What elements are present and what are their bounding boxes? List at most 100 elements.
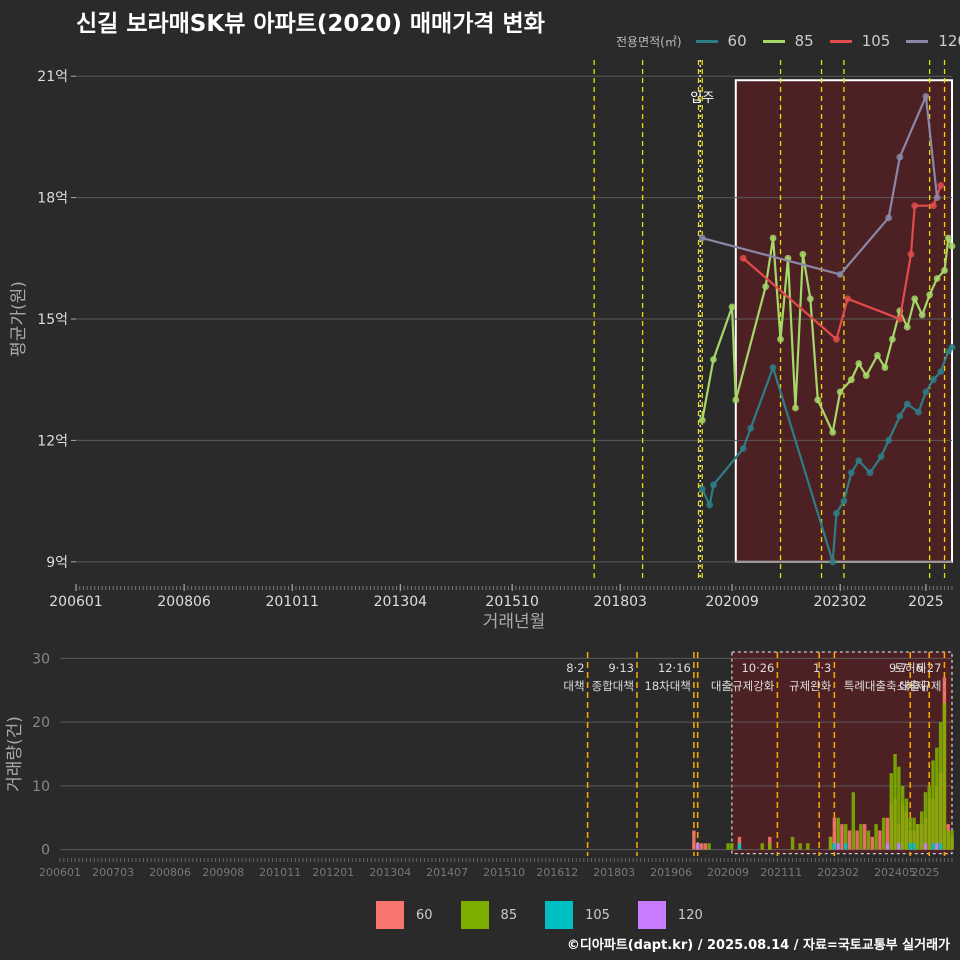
volume-bar-85 bbox=[874, 824, 878, 850]
bar-x-tick-label: 200908 bbox=[202, 866, 244, 879]
bar-legend-swatch-120 bbox=[637, 901, 666, 929]
volume-bar-85 bbox=[938, 722, 943, 850]
bar-y-axis-label: 거래량(건) bbox=[5, 716, 25, 792]
bar-y-tick-label: 30 bbox=[32, 651, 50, 667]
data-point-85 bbox=[855, 360, 863, 367]
data-point-85 bbox=[948, 242, 956, 250]
source-credit: ©디아파트(dapt.kr) / 2025.08.14 / 자료=국토교통부 실… bbox=[566, 938, 950, 953]
policy-name-label: 종합대책 bbox=[592, 679, 634, 693]
data-point-60 bbox=[877, 453, 885, 460]
policy-name-label: 규제완화 bbox=[789, 679, 832, 693]
bar-x-tick-label: 201510 bbox=[483, 866, 525, 879]
volume-bar-60 bbox=[870, 836, 874, 850]
volume-bar-85 bbox=[904, 798, 909, 850]
volume-bar-85 bbox=[828, 836, 833, 850]
data-point-120 bbox=[836, 271, 844, 278]
data-point-85 bbox=[933, 275, 941, 282]
policy-date-label: 6·27 bbox=[916, 661, 942, 675]
data-point-85 bbox=[836, 388, 844, 396]
volume-bar-85 bbox=[730, 843, 734, 850]
bar-x-tick-label: 201407 bbox=[426, 866, 468, 879]
bar-x-tick-label: 2025 bbox=[911, 866, 939, 879]
bar-legend-label-120: 120 bbox=[677, 907, 703, 923]
data-point-105 bbox=[937, 182, 945, 189]
bar-x-tick-label: 201906 bbox=[650, 866, 692, 879]
y-tick-label: 9억 bbox=[46, 555, 68, 571]
policy-name-label: 특례대출축소 bbox=[844, 679, 907, 693]
volume-bar-85 bbox=[900, 785, 905, 850]
volume-bar-60 bbox=[878, 830, 882, 850]
bar-legend-swatch-105 bbox=[545, 901, 574, 929]
data-point-105 bbox=[833, 335, 840, 343]
bar-x-tick-label: 201201 bbox=[312, 866, 354, 879]
volume-bar-105 bbox=[912, 843, 916, 850]
chart-title: 신길 보라매SK뷰 아파트(2020) 매매가격 변화 bbox=[76, 11, 545, 37]
x-tick-label: 201304 bbox=[374, 594, 428, 610]
data-point-60 bbox=[937, 368, 945, 376]
data-point-60 bbox=[698, 485, 706, 493]
data-point-120 bbox=[933, 194, 941, 201]
x-tick-label: 201011 bbox=[265, 594, 318, 610]
policy-name-label: 대책 bbox=[563, 679, 584, 693]
data-point-60 bbox=[747, 424, 755, 432]
data-point-85 bbox=[799, 250, 807, 258]
data-point-85 bbox=[728, 303, 736, 311]
data-point-60 bbox=[710, 481, 717, 489]
data-point-120 bbox=[922, 93, 930, 100]
x-tick-label: 200601 bbox=[49, 594, 102, 610]
move-in-annotation: 입주 bbox=[690, 91, 714, 106]
data-point-85 bbox=[881, 364, 889, 371]
volume-bar-85 bbox=[942, 703, 947, 850]
volume-bar-85 bbox=[912, 817, 916, 850]
bar-x-tick-label: 201011 bbox=[259, 866, 301, 879]
data-point-85 bbox=[777, 335, 784, 343]
x-tick-label: 201510 bbox=[485, 594, 538, 610]
volume-bar-85 bbox=[707, 843, 711, 850]
volume-bar-120 bbox=[935, 843, 939, 850]
x-tick-label: 200806 bbox=[157, 594, 211, 610]
policy-date-label: 토허제 bbox=[894, 661, 926, 675]
data-point-60 bbox=[829, 558, 837, 566]
data-point-105 bbox=[844, 295, 852, 303]
data-point-85 bbox=[814, 396, 822, 404]
volume-bar-105 bbox=[737, 843, 742, 850]
bar-x-tick-label: 201304 bbox=[369, 866, 411, 879]
legend-key-85 bbox=[762, 39, 785, 43]
x-tick-label: 2025 bbox=[908, 594, 944, 610]
policy-name-label: 18차대책 bbox=[645, 679, 691, 693]
bar-legend-label-85: 85 bbox=[500, 907, 518, 923]
series-line-120 bbox=[701, 95, 939, 276]
data-point-85 bbox=[762, 283, 770, 291]
data-point-85 bbox=[944, 234, 952, 242]
data-point-120 bbox=[896, 153, 904, 161]
volume-bar-105 bbox=[832, 843, 837, 850]
bar-y-tick-label: 0 bbox=[41, 843, 50, 859]
bar-x-tick-label: 201612 bbox=[536, 866, 578, 879]
volume-bar-60 bbox=[703, 843, 707, 850]
policy-name-label: 대출규제 bbox=[899, 679, 941, 693]
volume-bar-105 bbox=[908, 843, 912, 850]
data-point-60 bbox=[840, 497, 848, 505]
legend-key-120 bbox=[906, 39, 929, 43]
data-point-85 bbox=[918, 311, 926, 319]
bar-x-tick-label: 200601 bbox=[39, 866, 81, 879]
policy-date-label: 9·7 bbox=[889, 661, 907, 675]
volume-bar-85 bbox=[923, 792, 928, 850]
data-point-85 bbox=[911, 295, 919, 303]
volume-bar-105 bbox=[844, 843, 848, 850]
volume-bar-60 bbox=[840, 824, 844, 850]
legend-label-60: 60 bbox=[727, 32, 747, 50]
policy-name-label: 해제 bbox=[905, 679, 926, 693]
data-point-120 bbox=[885, 214, 893, 222]
data-point-85 bbox=[847, 376, 855, 384]
x-tick-label: 201803 bbox=[594, 594, 647, 610]
y-tick-label: 15억 bbox=[37, 312, 68, 328]
data-point-105 bbox=[929, 202, 937, 210]
bar-y-tick-label: 10 bbox=[32, 779, 50, 795]
legend-label-120: 120 bbox=[938, 32, 960, 50]
legend-key-60 bbox=[695, 39, 718, 43]
volume-bar-60 bbox=[855, 830, 859, 850]
bar-x-tick-label: 202009 bbox=[707, 866, 749, 879]
volume-bar-105 bbox=[931, 843, 935, 850]
